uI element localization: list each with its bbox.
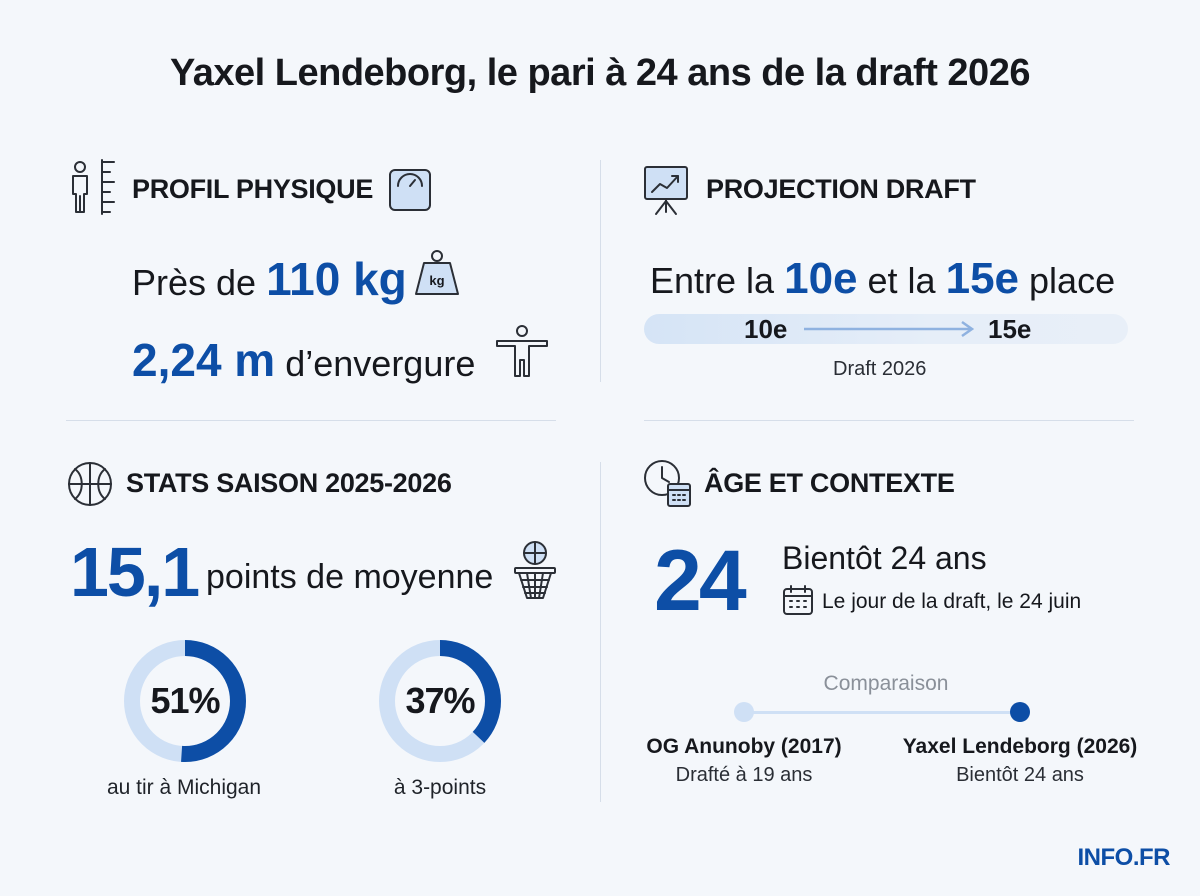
comparison-dot-left xyxy=(734,702,754,722)
comparison-dot-right xyxy=(1010,702,1030,722)
draft-year-caption: Draft 2026 xyxy=(833,358,927,380)
age-heading: ÂGE ET CONTEXTE xyxy=(704,468,955,498)
age-text: Bientôt 24 ans xyxy=(782,540,987,576)
projection-heading: PROJECTION DRAFT xyxy=(706,174,976,204)
horizontal-divider-right xyxy=(644,420,1134,421)
projection-middle: et la xyxy=(867,260,936,301)
stats-heading: STATS SAISON 2025-2026 xyxy=(126,468,452,498)
brand-logo: INFO.FR xyxy=(1077,844,1171,871)
kg-weight-icon: kg xyxy=(415,250,459,295)
left-player-name: OG Anunoby (2017) xyxy=(646,735,842,758)
left-player-detail: Drafté à 19 ans xyxy=(675,764,813,786)
range-arrow xyxy=(804,320,975,338)
kg-label: kg xyxy=(429,273,444,288)
horizontal-divider-left xyxy=(66,420,556,421)
vertical-divider-bottom xyxy=(600,462,601,802)
draft-day-text: Le jour de la draft, le 24 juin xyxy=(822,590,1082,613)
weight-line: Près de 110 kg xyxy=(132,252,407,306)
projection-to: 15e xyxy=(945,254,1020,303)
fg-percentage-donut xyxy=(124,640,246,762)
comparison-line xyxy=(744,711,1020,714)
projection-suffix: place xyxy=(1029,260,1116,301)
height-measure-icon xyxy=(72,159,115,215)
donut-arc xyxy=(124,640,246,762)
range-to-label: 15e xyxy=(988,314,1032,344)
points-value: 15,1 xyxy=(70,533,200,611)
span-suffix: d’envergure xyxy=(285,343,476,384)
page-title: Yaxel Lendeborg, le pari à 24 ans de la … xyxy=(170,52,1030,94)
span-line: 2,24 m d’envergure xyxy=(132,333,475,387)
three-point-value: 37% xyxy=(405,680,475,721)
donut-arc xyxy=(379,640,501,762)
presentation-chart-icon xyxy=(644,166,688,215)
wingspan-person-icon xyxy=(496,325,548,377)
right-player-detail: Bientôt 24 ans xyxy=(956,764,1084,786)
weight-prefix: Près de xyxy=(132,262,257,303)
clock-calendar-icon xyxy=(644,460,691,507)
range-from-label: 10e xyxy=(744,314,788,344)
vertical-divider-top xyxy=(600,160,601,382)
projection-prefix: Entre la xyxy=(650,260,775,301)
age-value: 24 xyxy=(654,533,747,629)
fg-percentage-caption: au tir à Michigan xyxy=(106,776,262,799)
points-label: points de moyenne xyxy=(206,558,494,596)
basketball-hoop-icon xyxy=(514,541,556,599)
basketball-icon xyxy=(68,462,112,506)
three-point-donut xyxy=(379,640,501,762)
projection-line: Entre la 10e et la 15e place xyxy=(650,254,1115,304)
weight-value: 110 kg xyxy=(266,253,407,305)
fg-percentage-value: 51% xyxy=(150,680,220,721)
comparison-label: Comparaison xyxy=(823,672,949,695)
profil-heading: PROFIL PHYSIQUE xyxy=(132,174,374,204)
span-value: 2,24 m xyxy=(132,334,276,386)
right-player-name: Yaxel Lendeborg (2026) xyxy=(902,735,1138,758)
scale-icon xyxy=(389,169,431,211)
three-point-caption: à 3-points xyxy=(393,776,487,799)
projection-from: 10e xyxy=(784,254,858,303)
calendar-icon xyxy=(783,585,813,615)
